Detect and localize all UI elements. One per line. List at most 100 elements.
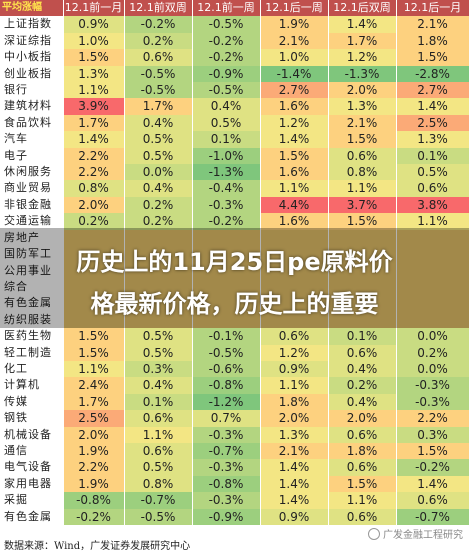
value-cell: -0.3%: [396, 393, 469, 411]
row-label: 深证综指: [0, 32, 64, 50]
value-cell: 1.4%: [260, 459, 329, 476]
value-cell: 0.1%: [124, 393, 193, 411]
value-cell: [124, 229, 193, 247]
value-cell: [396, 262, 469, 279]
value-cell: -0.3%: [192, 426, 261, 443]
value-cell: -0.6%: [192, 360, 261, 378]
value-cell: 1.3%: [328, 98, 397, 115]
row-label: 机械设备: [0, 426, 64, 443]
value-cell: 1.5%: [396, 442, 469, 460]
overlay-title-line-1: 历史上的11月25日pe原料价: [76, 248, 393, 276]
value-cell: 0.2%: [396, 344, 469, 361]
value-cell: 1.6%: [260, 164, 329, 181]
table-row: 食品饮料 1.7% 0.4% 0.5% 1.2% 2.1% 2.5%: [0, 114, 469, 132]
value-cell: 1.8%: [328, 442, 397, 460]
value-cell: 0.8%: [124, 475, 193, 493]
value-cell: 2.0%: [260, 410, 329, 427]
value-cell: -0.8%: [192, 475, 261, 493]
table-row: 电气设备 2.2% 0.5% -0.3% 1.4% 0.6% -0.2%: [0, 459, 469, 476]
value-cell: [328, 246, 397, 263]
value-cell: 0.9%: [260, 360, 329, 378]
value-cell: [63, 278, 125, 296]
value-cell: -0.2%: [124, 16, 193, 33]
row-label: 休闲服务: [0, 164, 64, 181]
value-cell: 1.5%: [328, 213, 397, 230]
value-cell: 0.6%: [328, 459, 397, 476]
value-cell: 0.5%: [192, 114, 261, 132]
value-cell: -0.8%: [192, 377, 261, 394]
value-cell: 1.7%: [63, 393, 125, 411]
value-cell: [260, 311, 329, 329]
value-cell: -0.7%: [192, 442, 261, 460]
table-row: 交通运输 0.2% 0.2% -0.2% 1.6% 1.5% 1.1%: [0, 213, 469, 230]
row-label: 有色金属: [0, 295, 64, 312]
row-label: 轻工制造: [0, 344, 64, 361]
value-cell: 0.6%: [124, 49, 193, 66]
value-cell: 2.7%: [396, 82, 469, 99]
watermark-text: 广发金融工程研究: [383, 530, 463, 541]
value-cell: 0.4%: [328, 360, 397, 378]
value-cell: -0.2%: [192, 213, 261, 230]
table-row: 商业贸易 0.8% 0.4% -0.4% 1.1% 1.1% 0.6%: [0, 180, 469, 197]
value-cell: -0.2%: [192, 49, 261, 66]
value-cell: -0.4%: [192, 180, 261, 197]
table-row: 中小板指 1.5% 0.6% -0.2% 1.0% 1.2% 1.5%: [0, 49, 469, 66]
value-cell: -0.5%: [124, 65, 193, 83]
table-row: 建筑材料 3.9% 1.7% 0.4% 1.6% 1.3% 1.4%: [0, 98, 469, 115]
value-cell: 1.8%: [396, 32, 469, 50]
value-cell: [63, 311, 125, 329]
value-cell: 1.1%: [260, 180, 329, 197]
value-cell: -0.5%: [192, 82, 261, 99]
value-cell: 0.4%: [192, 98, 261, 115]
value-cell: 2.1%: [260, 442, 329, 460]
value-cell: 0.4%: [124, 377, 193, 394]
table-row: 有色金属: [0, 295, 469, 312]
table-row: 公用事业: [0, 262, 469, 279]
row-label: 计算机: [0, 377, 64, 394]
value-cell: 1.1%: [396, 213, 469, 230]
value-cell: 3.8%: [396, 196, 469, 214]
value-cell: 0.0%: [396, 360, 469, 378]
value-cell: 0.5%: [124, 131, 193, 148]
value-cell: 2.0%: [63, 426, 125, 443]
value-cell: 2.2%: [63, 459, 125, 476]
value-cell: 2.0%: [328, 82, 397, 99]
value-cell: 1.1%: [260, 377, 329, 394]
value-cell: [396, 278, 469, 296]
value-cell: -0.5%: [124, 82, 193, 99]
value-cell: 1.7%: [124, 98, 193, 115]
value-cell: 0.2%: [63, 213, 125, 230]
value-cell: 1.5%: [396, 49, 469, 66]
value-cell: [192, 311, 261, 329]
value-cell: 1.4%: [396, 475, 469, 493]
value-cell: 0.4%: [124, 180, 193, 197]
value-cell: [124, 262, 193, 279]
value-cell: 0.3%: [396, 426, 469, 443]
value-cell: 3.9%: [63, 98, 125, 115]
table-row: 医药生物 1.5% 0.5% -0.1% 0.6% 0.1% 0.0%: [0, 328, 469, 345]
row-label: 化工: [0, 360, 64, 378]
value-cell: [260, 295, 329, 312]
row-label: 非银金融: [0, 196, 64, 214]
value-cell: 1.0%: [260, 49, 329, 66]
value-cell: [328, 311, 397, 329]
value-cell: [192, 229, 261, 247]
table-row: 家用电器 1.9% 0.8% -0.8% 1.4% 1.5% 1.4%: [0, 475, 469, 493]
value-cell: 1.6%: [260, 98, 329, 115]
value-cell: 1.4%: [260, 131, 329, 148]
value-cell: 0.8%: [328, 164, 397, 181]
wechat-logo-icon: [368, 527, 380, 540]
value-cell: 0.5%: [124, 328, 193, 345]
value-cell: 2.1%: [328, 114, 397, 132]
value-cell: 0.6%: [328, 508, 397, 525]
row-label: 电子: [0, 147, 64, 165]
row-label: 国防军工: [0, 246, 64, 263]
value-cell: -0.5%: [124, 508, 193, 525]
value-cell: [63, 262, 125, 279]
returns-table: 平均涨幅 12.1前一月 12.1前双周 12.1前一周 12.1后一周 12.…: [0, 0, 469, 525]
table-row: 通信 1.9% 0.6% -0.7% 2.1% 1.8% 1.5%: [0, 442, 469, 460]
value-cell: 0.6%: [328, 344, 397, 361]
value-cell: 0.5%: [124, 459, 193, 476]
value-cell: 4.4%: [260, 196, 329, 214]
table-row: 汽车 1.4% 0.5% 0.1% 1.4% 1.5% 1.3%: [0, 131, 469, 148]
